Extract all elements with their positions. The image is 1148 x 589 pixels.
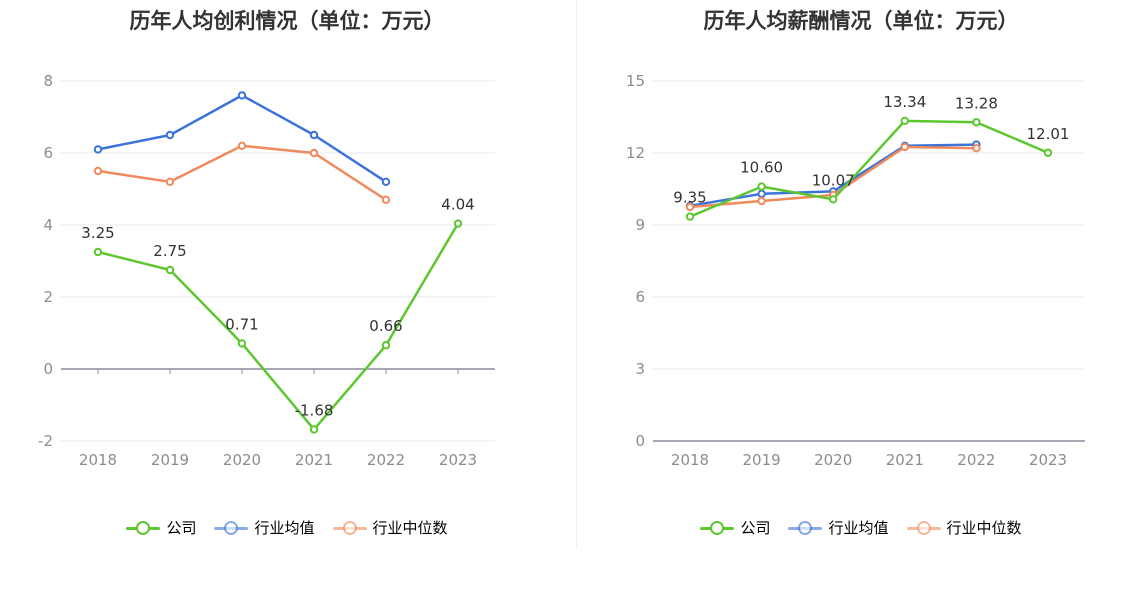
data-point bbox=[93, 247, 103, 257]
chart-legend: 公司 行业均值 行业中位数 bbox=[574, 517, 1148, 538]
data-point bbox=[237, 91, 247, 100]
data-label: 13.34 bbox=[883, 93, 926, 111]
legend-line-icon bbox=[788, 520, 823, 535]
data-point bbox=[381, 177, 391, 187]
data-point bbox=[237, 339, 247, 348]
data-point bbox=[453, 219, 463, 228]
data-point bbox=[757, 196, 766, 206]
y-tick-label: 0 bbox=[635, 432, 645, 450]
panel-divider bbox=[576, 0, 577, 549]
x-tick-label: 2021 bbox=[295, 451, 333, 469]
legend-label: 公司 bbox=[166, 519, 197, 537]
y-tick-label: 0 bbox=[43, 360, 53, 378]
data-point bbox=[165, 265, 175, 275]
legend-label: 行业中位数 bbox=[946, 519, 1022, 537]
x-tick-label: 2018 bbox=[79, 451, 117, 469]
data-point bbox=[309, 148, 319, 158]
x-tick-label: 2020 bbox=[223, 451, 261, 469]
data-point bbox=[685, 202, 695, 212]
data-label: 10.07 bbox=[812, 171, 855, 189]
legend-label: 公司 bbox=[740, 519, 771, 537]
data-label: 0.66 bbox=[369, 317, 402, 335]
data-point bbox=[900, 142, 909, 152]
x-tick-label: 2023 bbox=[1029, 451, 1067, 469]
y-tick-label: 6 bbox=[43, 144, 53, 162]
data-point bbox=[757, 189, 766, 199]
data-label: 10.60 bbox=[740, 159, 783, 177]
x-tick-label: 2019 bbox=[151, 451, 189, 469]
legend-line-icon bbox=[332, 520, 367, 535]
salary-chart-panel: 历年人均薪酬情况（单位：万元） 0 3 6 9 12 15 2018 2019 2020 2021… bbox=[574, 0, 1148, 589]
series-line bbox=[97, 94, 387, 183]
x-tick-label: 2020 bbox=[814, 451, 852, 469]
legend-label: 行业中位数 bbox=[372, 519, 448, 537]
y-tick-label: 6 bbox=[635, 288, 645, 306]
x-tick-label: 2022 bbox=[957, 451, 995, 469]
y-tick-label: 12 bbox=[626, 144, 645, 162]
legend-item-industry-median[interactable]: 行业中位数 bbox=[332, 517, 448, 538]
data-point bbox=[309, 425, 319, 434]
data-point bbox=[900, 116, 909, 126]
data-point bbox=[829, 195, 838, 204]
y-tick-label: 4 bbox=[43, 216, 53, 234]
data-point bbox=[93, 166, 103, 176]
legend-item-industry-median[interactable]: 行业中位数 bbox=[906, 517, 1022, 538]
y-tick-label: -2 bbox=[38, 432, 53, 450]
x-tick-label: 2023 bbox=[439, 451, 477, 469]
legend-label: 行业均值 bbox=[828, 519, 889, 537]
data-point bbox=[685, 212, 695, 221]
data-point bbox=[237, 141, 247, 151]
profit-chart-panel: 历年人均创利情况（单位：万元） -2 0 2 4 6 8 2018 2019 2020 2021 2… bbox=[0, 9, 574, 538]
x-tick-label: 2022 bbox=[367, 451, 405, 469]
chart-legend: 公司 行业均值 行业中位数 bbox=[0, 517, 574, 538]
salary-line-chart: 0 3 6 9 12 15 2018 2019 2020 2021 2022 2023 9.35 10.6… bbox=[626, 72, 1085, 469]
data-label: 9.35 bbox=[673, 189, 706, 207]
y-tick-label: 15 bbox=[626, 72, 645, 90]
data-label: 2.75 bbox=[153, 242, 186, 260]
data-point bbox=[381, 195, 391, 205]
data-point bbox=[93, 145, 103, 154]
data-point bbox=[972, 144, 981, 153]
data-label: -1.68 bbox=[295, 401, 334, 419]
data-label: 4.04 bbox=[441, 196, 474, 214]
chart-title: 历年人均薪酬情况（单位：万元） bbox=[703, 9, 1019, 33]
legend-line-icon bbox=[906, 520, 941, 535]
legend-line-icon bbox=[214, 520, 249, 535]
y-tick-label: 2 bbox=[43, 288, 53, 306]
data-point bbox=[972, 118, 981, 127]
legend-line-icon bbox=[126, 520, 161, 535]
x-tick-label: 2018 bbox=[671, 451, 709, 469]
chart-title: 历年人均创利情况（单位：万元） bbox=[129, 9, 445, 33]
y-tick-label: 9 bbox=[635, 216, 645, 234]
legend-item-company[interactable]: 公司 bbox=[126, 517, 196, 538]
legend-item-company[interactable]: 公司 bbox=[700, 517, 770, 538]
data-point bbox=[309, 130, 319, 140]
series-line bbox=[97, 222, 460, 431]
y-tick-label: 8 bbox=[43, 72, 53, 90]
data-point bbox=[165, 177, 175, 187]
data-point bbox=[757, 182, 766, 191]
data-label: 13.28 bbox=[955, 94, 998, 112]
x-tick-label: 2019 bbox=[743, 451, 781, 469]
profit-line-chart: -2 0 2 4 6 8 2018 2019 2020 2021 2022 2023 3.25 2.75 0… bbox=[38, 72, 495, 469]
data-point bbox=[1043, 148, 1053, 157]
data-label: 0.71 bbox=[225, 315, 258, 333]
data-point bbox=[381, 341, 391, 350]
data-point bbox=[165, 130, 175, 140]
series-line bbox=[689, 119, 1049, 218]
y-tick-label: 3 bbox=[635, 360, 645, 378]
legend-item-industry-average[interactable]: 行业均值 bbox=[788, 517, 889, 538]
data-label: 3.25 bbox=[81, 224, 114, 242]
data-label: 12.01 bbox=[1027, 125, 1070, 143]
legend-item-industry-average[interactable]: 行业均值 bbox=[214, 517, 315, 538]
legend-label: 行业均值 bbox=[254, 519, 315, 537]
x-tick-label: 2021 bbox=[886, 451, 924, 469]
legend-line-icon bbox=[700, 520, 735, 535]
